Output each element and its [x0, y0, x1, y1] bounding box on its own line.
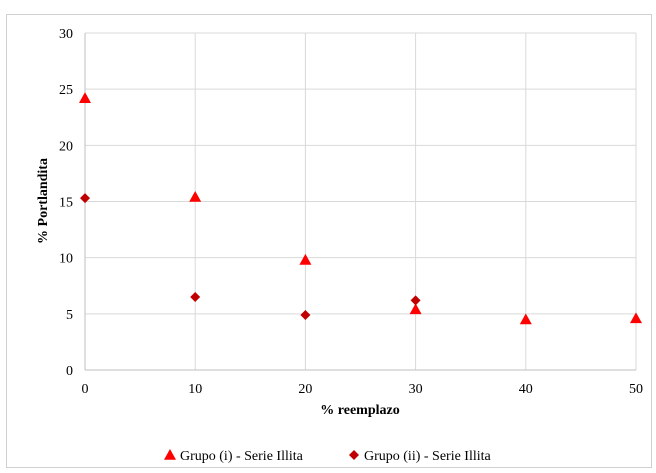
y-tick-labels: 0 5 10 15 20 25 30	[59, 27, 73, 379]
legend-label: Grupo (i) - Serie Illita	[180, 449, 304, 464]
y-tick-label: 20	[59, 139, 73, 154]
grupo-i-point	[519, 313, 532, 325]
grupo-ii-point	[80, 193, 90, 204]
legend: Grupo (i) - Serie Illita Grupo (ii) - Ser…	[164, 449, 492, 464]
x-tick-label: 40	[519, 382, 533, 397]
grupo-i-point	[79, 92, 91, 103]
y-tick-label: 15	[59, 196, 73, 211]
legend-diamond-icon	[349, 450, 359, 460]
x-tick-label: 30	[409, 382, 423, 397]
grupo-i-point	[409, 303, 422, 315]
legend-label: Grupo (ii) - Serie Illita	[364, 449, 492, 464]
x-tick-label: 20	[298, 382, 312, 397]
legend-triangle-icon	[164, 449, 176, 460]
x-tick-label: 10	[188, 382, 202, 397]
y-tick-label: 25	[59, 83, 73, 98]
y-axis-title: % Portlandita	[36, 158, 51, 244]
x-tick-labels: 0 10 20 30 40 50	[82, 382, 644, 397]
x-tick-label: 50	[629, 382, 643, 397]
y-tick-label: 10	[59, 252, 73, 267]
data-points	[79, 92, 642, 325]
grupo-ii-point	[300, 309, 311, 320]
grupo-i-point	[189, 191, 202, 202]
x-axis-title: % reemplazo	[320, 403, 399, 418]
grupo-i-point	[299, 253, 312, 265]
y-tick-label: 0	[66, 364, 73, 379]
grupo-i-point	[630, 312, 642, 324]
grupo-ii-point	[190, 291, 201, 302]
y-tick-label: 5	[66, 308, 73, 323]
grid-lines	[85, 32, 637, 370]
grupo-ii-point	[410, 295, 421, 306]
x-tick-label: 0	[82, 382, 89, 397]
y-tick-label: 30	[59, 27, 73, 42]
